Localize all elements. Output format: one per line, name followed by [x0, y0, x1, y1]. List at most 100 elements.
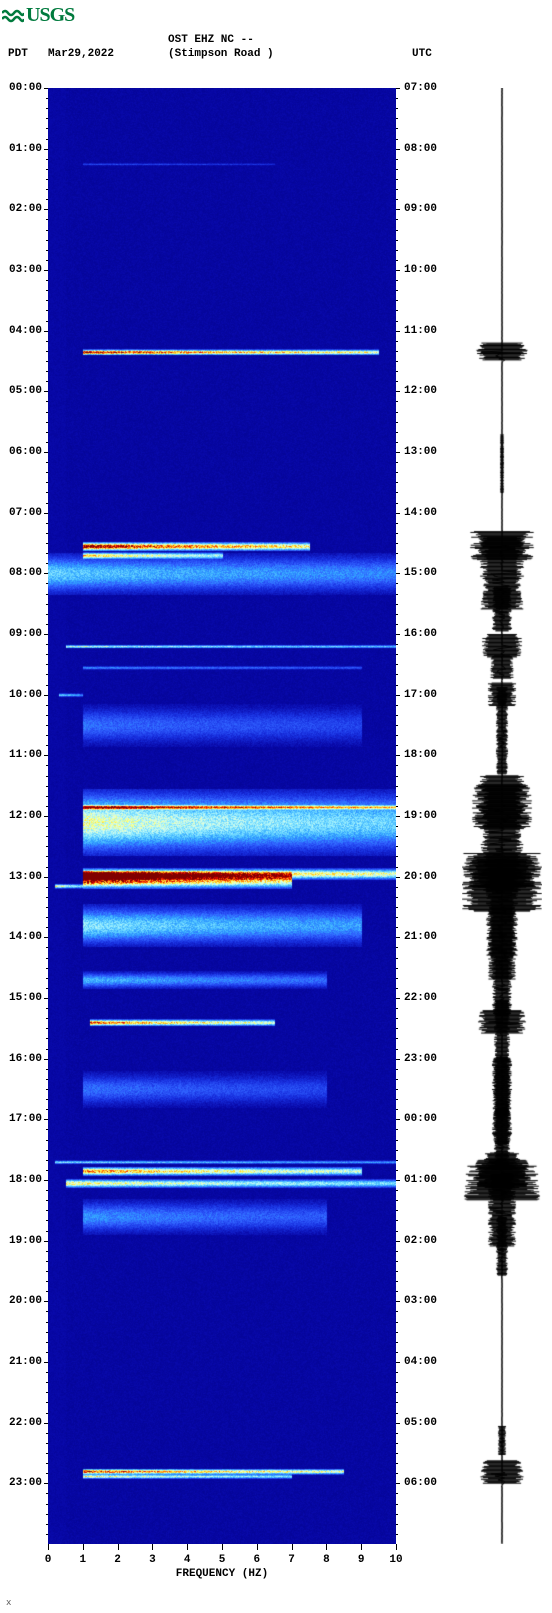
- y-left-label: 14:00: [0, 931, 42, 943]
- y-right-minor-tick: [396, 1291, 398, 1292]
- y-left-minor-tick: [46, 1352, 48, 1353]
- y-left-minor-tick: [46, 371, 48, 372]
- y-right-label: 05:00: [404, 1417, 450, 1429]
- y-left-minor-tick: [46, 563, 48, 564]
- y-right-minor-tick: [396, 1322, 398, 1323]
- y-left-label: 12:00: [0, 810, 42, 822]
- y-left-label: 01:00: [0, 143, 42, 155]
- y-right-tick: [396, 452, 400, 453]
- y-left-tick: [44, 88, 48, 89]
- y-right-label: 06:00: [404, 1477, 450, 1489]
- y-right-minor-tick: [396, 796, 398, 797]
- y-left-label: 03:00: [0, 264, 42, 276]
- y-right-minor-tick: [396, 432, 398, 433]
- y-left-tick: [44, 149, 48, 150]
- y-left-minor-tick: [46, 1311, 48, 1312]
- y-right-minor-tick: [396, 927, 398, 928]
- x-label: 6: [253, 1554, 260, 1566]
- y-right-tick: [396, 1362, 400, 1363]
- y-right-minor-tick: [396, 917, 398, 918]
- y-left-tick: [44, 695, 48, 696]
- y-left-label: 20:00: [0, 1295, 42, 1307]
- y-right-minor-tick: [396, 341, 398, 342]
- y-left-minor-tick: [46, 401, 48, 402]
- station-code: OST EHZ NC --: [168, 34, 254, 46]
- y-left-tick: [44, 1180, 48, 1181]
- y-right-minor-tick: [396, 553, 398, 554]
- y-left-minor-tick: [46, 685, 48, 686]
- y-left-minor-tick: [46, 159, 48, 160]
- x-tick: [83, 1544, 84, 1550]
- y-left-tick: [44, 1119, 48, 1120]
- y-left-label: 16:00: [0, 1053, 42, 1065]
- y-right-minor-tick: [396, 250, 398, 251]
- y-right-minor-tick: [396, 422, 398, 423]
- y-right-tick: [396, 1059, 400, 1060]
- y-left-minor-tick: [46, 1200, 48, 1201]
- y-right-tick: [396, 270, 400, 271]
- y-left-minor-tick: [46, 1524, 48, 1525]
- y-left-minor-tick: [46, 300, 48, 301]
- x-label: 8: [323, 1554, 330, 1566]
- y-right-minor-tick: [396, 583, 398, 584]
- y-left-minor-tick: [46, 1413, 48, 1414]
- y-right-minor-tick: [396, 1220, 398, 1221]
- y-left-minor-tick: [46, 442, 48, 443]
- y-left-minor-tick: [46, 351, 48, 352]
- y-right-minor-tick: [396, 604, 398, 605]
- y-right-label: 10:00: [404, 264, 450, 276]
- logo-text: USGS: [26, 4, 74, 27]
- y-left-minor-tick: [46, 503, 48, 504]
- y-right-minor-tick: [396, 685, 398, 686]
- y-right-minor-tick: [396, 1453, 398, 1454]
- y-left-label: 23:00: [0, 1477, 42, 1489]
- y-right-minor-tick: [396, 260, 398, 261]
- y-right-minor-tick: [396, 1271, 398, 1272]
- y-right-label: 22:00: [404, 992, 450, 1004]
- y-left-minor-tick: [46, 1402, 48, 1403]
- y-left-minor-tick: [46, 1028, 48, 1029]
- y-right-minor-tick: [396, 169, 398, 170]
- y-right-minor-tick: [396, 543, 398, 544]
- y-right-minor-tick: [396, 1140, 398, 1141]
- y-right-minor-tick: [396, 128, 398, 129]
- y-left-minor-tick: [46, 1210, 48, 1211]
- y-right-minor-tick: [396, 240, 398, 241]
- y-right-minor-tick: [396, 230, 398, 231]
- y-right-label: 09:00: [404, 203, 450, 215]
- x-tick: [152, 1544, 153, 1550]
- y-left-minor-tick: [46, 1382, 48, 1383]
- y-left-tick: [44, 816, 48, 817]
- y-left-minor-tick: [46, 1231, 48, 1232]
- y-left-label: 07:00: [0, 507, 42, 519]
- y-left-minor-tick: [46, 1433, 48, 1434]
- y-right-minor-tick: [396, 1008, 398, 1009]
- y-left-tick: [44, 1362, 48, 1363]
- station-name: (Stimpson Road ): [168, 48, 274, 60]
- page-root: USGS OST EHZ NC -- (Stimpson Road ) PDT …: [0, 0, 552, 1613]
- y-right-minor-tick: [396, 1402, 398, 1403]
- y-right-tick: [396, 149, 400, 150]
- y-left-minor-tick: [46, 128, 48, 129]
- y-right-minor-tick: [396, 321, 398, 322]
- y-left-minor-tick: [46, 887, 48, 888]
- y-left-minor-tick: [46, 806, 48, 807]
- y-right-minor-tick: [396, 1443, 398, 1444]
- y-left-minor-tick: [46, 219, 48, 220]
- y-left-minor-tick: [46, 381, 48, 382]
- y-left-label: 18:00: [0, 1174, 42, 1186]
- y-left-label: 11:00: [0, 749, 42, 761]
- y-left-tick: [44, 877, 48, 878]
- y-right-minor-tick: [396, 108, 398, 109]
- y-right-minor-tick: [396, 482, 398, 483]
- y-left-tick: [44, 209, 48, 210]
- y-left-minor-tick: [46, 1069, 48, 1070]
- y-left-minor-tick: [46, 1129, 48, 1130]
- y-right-minor-tick: [396, 1160, 398, 1161]
- y-right-minor-tick: [396, 139, 398, 140]
- y-left-minor-tick: [46, 1281, 48, 1282]
- y-left-minor-tick: [46, 776, 48, 777]
- y-right-minor-tick: [396, 1150, 398, 1151]
- y-left-label: 17:00: [0, 1113, 42, 1125]
- y-right-minor-tick: [396, 533, 398, 534]
